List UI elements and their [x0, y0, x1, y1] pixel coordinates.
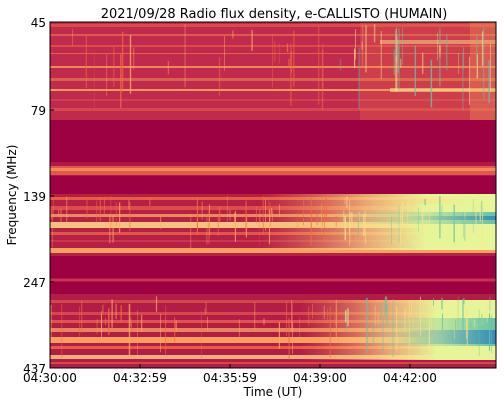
x-tick-label: 04:32:59	[113, 371, 167, 385]
dark-band-2	[50, 176, 496, 194]
plot-border	[49, 21, 497, 369]
lower-band-region	[50, 294, 496, 368]
upper-band-region	[50, 22, 496, 120]
chart-title: 2021/09/28 Radio flux density, e-CALLIST…	[101, 7, 448, 22]
y-tick-label: 79	[31, 104, 46, 118]
x-tick-label: 04:35:59	[203, 371, 257, 385]
dark-band-1	[50, 120, 496, 162]
y-tick-label: 139	[23, 190, 46, 204]
mid-band-region	[50, 194, 496, 256]
dark-band-3	[50, 256, 496, 278]
y-axis: 45 79 139 247 437	[23, 16, 54, 376]
x-axis-label: Time (UT)	[243, 385, 303, 399]
x-tick-label: 04:42:00	[383, 371, 437, 385]
y-tick-label: 45	[31, 16, 46, 30]
y-tick-label: 247	[23, 276, 46, 290]
y-tick-label: 437	[23, 362, 46, 376]
x-axis: 04:30:00 04:32:59 04:35:59 04:39:00 04:4…	[23, 364, 437, 385]
plot-area	[50, 22, 496, 368]
y-axis-label: Frequency (MHz)	[5, 145, 19, 246]
x-tick-label: 04:30:00	[23, 371, 77, 385]
vertical-streaks	[50, 24, 492, 360]
x-tick-label: 04:39:00	[293, 371, 347, 385]
